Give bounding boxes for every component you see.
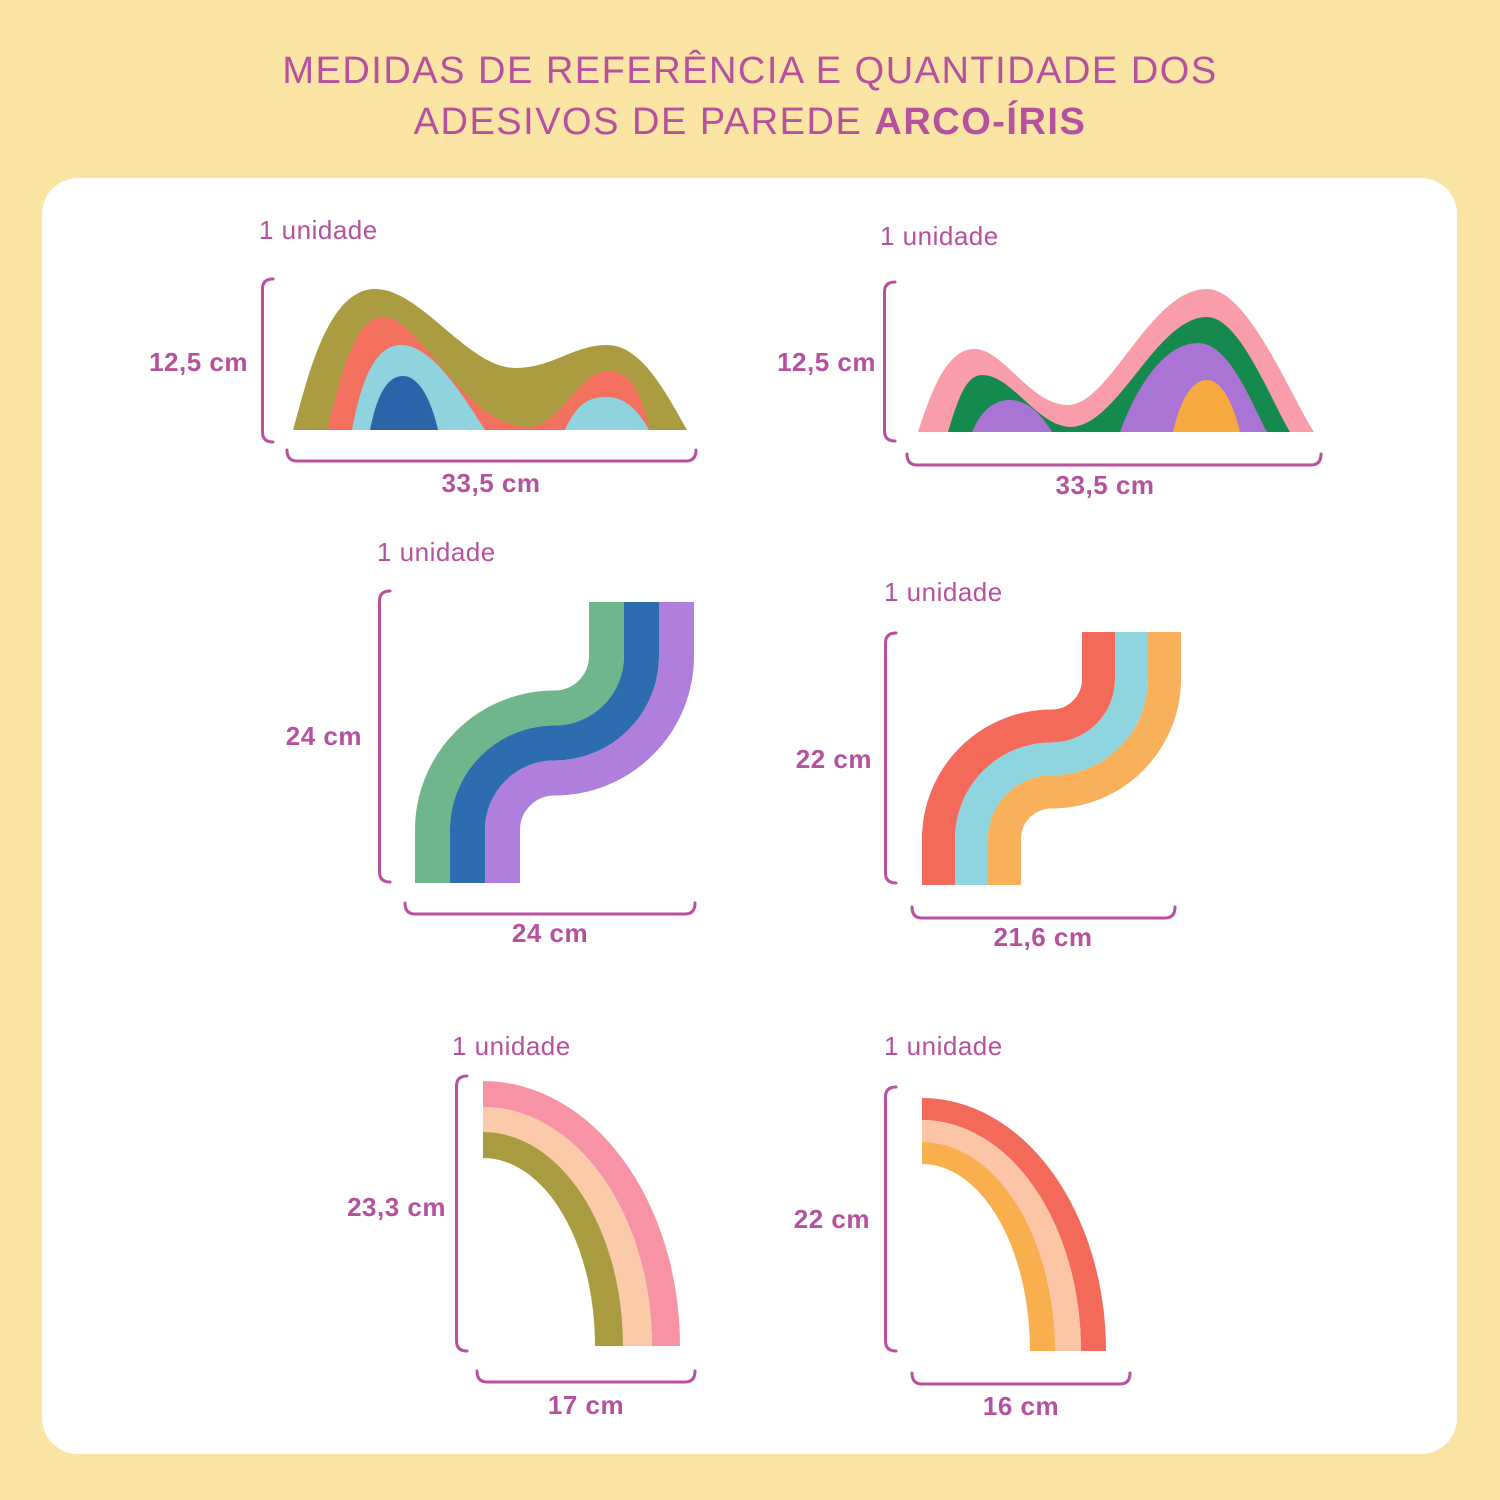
poster-title: MEDIDAS DE REFERÊNCIA E QUANTIDADE DOS A… (0, 46, 1500, 148)
unit-count-label: 1 unidade (884, 577, 1003, 607)
height-measurement-label: 23,3 cm (347, 1192, 446, 1222)
band-third (988, 632, 1181, 885)
height-bracket (378, 589, 392, 884)
width-bracket (910, 1371, 1132, 1386)
height-measurement-label: 12,5 cm (149, 347, 248, 377)
width-measurement-label: 16 cm (982, 1391, 1060, 1421)
height-bracket (884, 1085, 898, 1353)
band-inner-arch (370, 376, 438, 430)
title-line2: ADESIVOS DE PAREDE (413, 101, 875, 143)
width-measurement-label: 33,5 cm (441, 468, 541, 498)
height-measurement-label: 22 cm (795, 744, 872, 774)
title-product-name: ARCO-ÍRIS (874, 101, 1087, 143)
height-bracket (261, 277, 275, 444)
unit-count-label: 1 unidade (880, 221, 999, 251)
band-second (450, 602, 659, 883)
bracket-path (378, 589, 392, 884)
unit-count-label: 1 unidade (259, 215, 378, 245)
bracket-path (884, 631, 898, 885)
unit-count-label: 1 unidade (452, 1031, 571, 1061)
bracket-path (261, 277, 275, 444)
bracket-path (285, 448, 698, 463)
band-second (955, 632, 1148, 885)
unit-count-label: 1 unidade (884, 1031, 1003, 1061)
bracket-path (910, 905, 1177, 920)
band-outer (922, 1098, 1106, 1351)
band-inner-arch (1173, 380, 1240, 432)
quarter-arc-rainbow-right-sticker (922, 1098, 1106, 1351)
width-bracket (285, 448, 698, 463)
band-middle (922, 1120, 1081, 1351)
bracket-path (883, 280, 897, 443)
bracket-path (884, 1085, 898, 1353)
quarter-arc-rainbow-left-sticker (483, 1081, 680, 1346)
width-bracket (475, 1369, 697, 1384)
height-bracket (884, 631, 898, 885)
width-bracket (910, 905, 1177, 920)
unit-count-label: 1 unidade (377, 537, 496, 567)
width-measurement-label: 21,6 cm (993, 922, 1093, 952)
bracket-path (403, 901, 697, 916)
wave-rainbow-left-sticker (293, 289, 687, 430)
band-middle (483, 1107, 652, 1346)
band-third-left-arch (972, 400, 1052, 432)
bracket-path (475, 1369, 697, 1384)
bracket-path (905, 452, 1323, 467)
width-measurement-label: 24 cm (511, 918, 589, 948)
height-measurement-label: 24 cm (285, 721, 362, 751)
band-first (415, 602, 624, 883)
band-inner (922, 1142, 1055, 1351)
height-measurement-label: 22 cm (793, 1204, 870, 1234)
band-outer (483, 1081, 680, 1346)
band-third (485, 602, 694, 883)
wave-rainbow-right-sticker (918, 289, 1314, 432)
width-bracket (403, 901, 697, 916)
bracket-path (910, 1371, 1132, 1386)
title-line1: MEDIDAS DE REFERÊNCIA E QUANTIDADE DOS (282, 50, 1218, 92)
height-bracket (883, 280, 897, 443)
s-curve-rainbow-left-sticker (415, 602, 694, 883)
band-inner (483, 1132, 623, 1346)
s-curve-rainbow-right-sticker (922, 632, 1181, 885)
band-third-right-arch (565, 397, 649, 430)
bracket-path (455, 1074, 469, 1353)
height-bracket (455, 1074, 469, 1353)
band-first (922, 632, 1115, 885)
width-measurement-label: 33,5 cm (1055, 470, 1155, 500)
width-measurement-label: 17 cm (547, 1390, 625, 1420)
width-bracket (905, 452, 1323, 467)
height-measurement-label: 12,5 cm (777, 347, 876, 377)
